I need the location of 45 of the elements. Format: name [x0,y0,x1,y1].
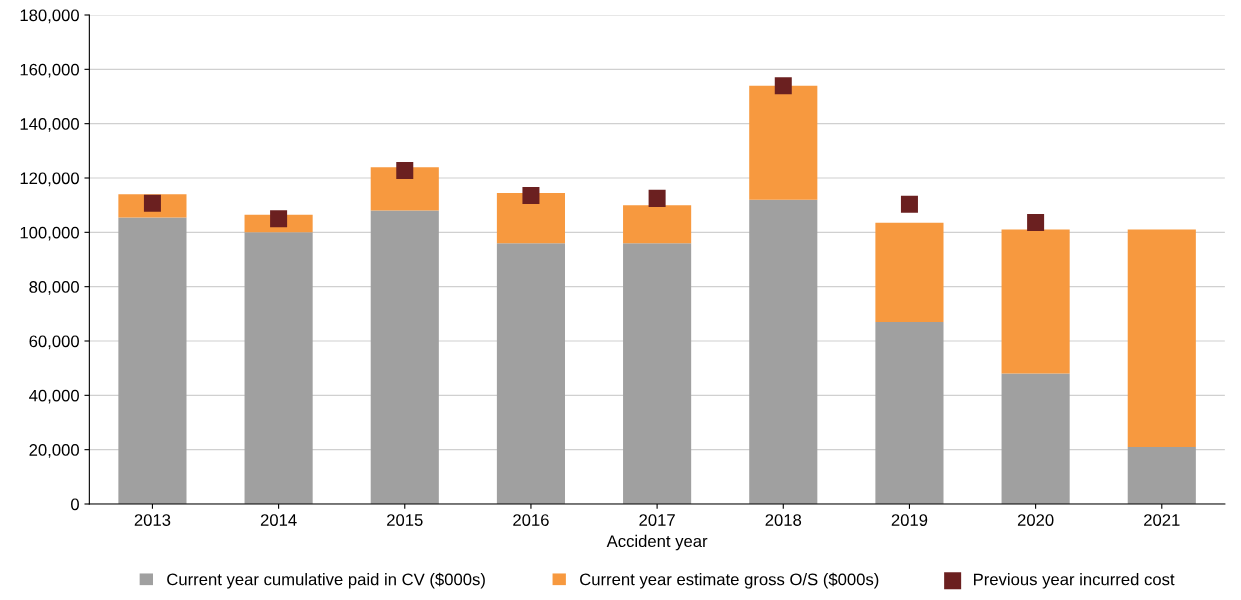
legend-label: Previous year incurred cost [974,573,1175,589]
legend-label: Current year cumulative paid in CV ($000s) [167,572,485,589]
y-tick-label: 160,000 [20,63,79,78]
bar [623,205,692,244]
x-tick-label: 2021 [1144,514,1180,526]
y-tick-label: 140,000 [20,118,79,132]
y-tick-label: 20,000 [29,444,79,458]
point [900,195,918,213]
y-tick-label: 180,000 [20,9,79,24]
bar [875,321,944,504]
bar [1001,229,1070,374]
x-tick-label: 2018 [765,514,802,526]
x-tick-label: 2017 [639,514,675,526]
bar [496,192,566,244]
bar [1001,373,1070,504]
bar [623,243,692,504]
bar [875,222,944,322]
x-tick-label: 2019 [891,514,928,526]
y-tick-label: 60,000 [29,335,79,350]
y-tick-label: 100,000 [20,226,79,241]
y-tick-label: 120,000 [20,172,79,187]
bar [244,232,313,504]
x-tick-label: 2015 [387,514,423,526]
bar [118,217,187,504]
bar [749,199,818,504]
point [1027,214,1045,232]
bar [496,243,566,504]
y-tick-label: 0 [71,498,79,511]
bar [749,85,818,200]
bar [1127,446,1196,504]
bar [370,167,439,211]
legend-label: Current year estimate gross O/S ($000s) [580,572,879,589]
x-axis-title: Accident year [606,534,708,551]
x-tick-label: 2020 [1017,514,1054,526]
bar [370,210,439,504]
point [774,77,792,95]
point [522,186,540,204]
x-tick-label: 2013 [134,514,171,526]
y-tick-label: 40,000 [29,389,79,404]
x-tick-label: 2014 [260,514,297,526]
y-tick-label: 80,000 [29,281,79,295]
bar [1127,229,1196,447]
point [396,161,414,179]
x-tick-label: 2016 [513,514,549,526]
point [648,189,666,207]
